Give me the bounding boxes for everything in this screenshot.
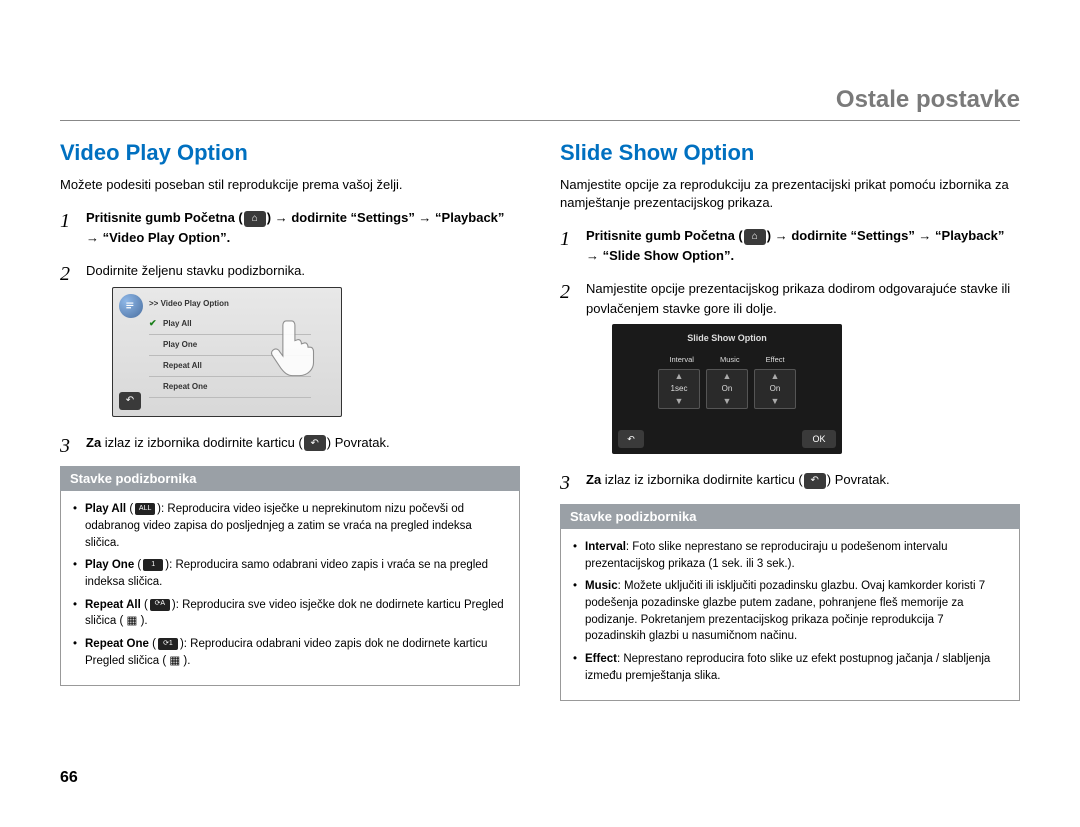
subitem: Music: Možete uključiti ili isključiti p… — [573, 578, 1007, 645]
step3-za: Za — [586, 472, 601, 487]
arrow-up-icon: ▲ — [675, 372, 684, 381]
item-name: Play One — [85, 559, 134, 571]
step-3: Za izlaz iz izbornika dodirnite karticu … — [60, 433, 520, 453]
item-desc: : Možete uključiti ili isključiti pozadi… — [585, 580, 985, 642]
step3-mid: izlaz iz izbornika dodirnite karticu ( — [101, 435, 303, 450]
chapter-title: Ostale postavke — [836, 86, 1020, 114]
step1-mid: gumb Početna ( — [645, 228, 743, 243]
intro-video: Možete podesiti poseban stil reprodukcij… — [60, 176, 520, 194]
step2-text: Namjestite opcije prezentacijskog prikaz… — [586, 281, 1010, 316]
steps-slide: Pritisnite gumb Početna (⌂) → dodirnite … — [560, 226, 1020, 490]
step-2: Namjestite opcije prezentacijskog prikaz… — [560, 279, 1020, 454]
top-rule — [60, 120, 1020, 121]
cell-value: On — [770, 381, 781, 397]
home-icon: ⌂ — [244, 211, 266, 227]
page-number: 66 — [60, 769, 78, 787]
item-desc: : Reproducira sve video isječke dok ne d… — [85, 599, 504, 628]
screenshot-breadcrumb: >> Video Play Option — [149, 298, 229, 310]
repeat-all-icon: ⟳A — [150, 599, 170, 611]
tab-effect: Effect — [766, 354, 785, 365]
arrow-down-icon: ▼ — [771, 397, 780, 406]
subitems-slide: Interval: Foto slike neprestano se repro… — [560, 529, 1020, 701]
arrow-down-icon: ▼ — [723, 397, 732, 406]
step3-za: Za — [86, 435, 101, 450]
tab-interval: Interval — [669, 354, 694, 365]
item-desc: : Neprestano reproducira foto slike uz e… — [585, 653, 990, 682]
arrow-down-icon: ▼ — [675, 397, 684, 406]
step2-text: Dodirnite željenu stavku podizbornika. — [86, 263, 305, 278]
item-name: Effect — [585, 653, 617, 665]
step3-suffix: ) Povratak. — [327, 435, 390, 450]
back-icon: ↶ — [304, 435, 326, 451]
subitem: Repeat All (⟳A): Reproducira sve video i… — [73, 597, 507, 630]
step-3: Za izlaz iz izbornika dodirnite karticu … — [560, 470, 1020, 490]
right-column: Slide Show Option Namjestite opcije za r… — [560, 140, 1020, 701]
home-icon: ⌂ — [744, 229, 766, 245]
tab-music: Music — [720, 354, 740, 365]
steps-video: Pritisnite gumb Početna (⌂) → dodirnite … — [60, 208, 520, 452]
cell-value: On — [722, 381, 733, 397]
cell-interval: ▲ 1sec ▼ — [658, 369, 700, 409]
subhead-video: Stavke podizbornika — [60, 466, 520, 491]
step1-prefix: Pritisnite — [86, 210, 145, 225]
section-title-slide: Slide Show Option — [560, 140, 1020, 166]
subitem: Play One (1): Reproducira samo odabrani … — [73, 557, 507, 590]
step3-mid: izlaz iz izbornika dodirnite karticu ( — [601, 472, 803, 487]
subitem: Effect: Neprestano reproducira foto slik… — [573, 651, 1007, 684]
cell-effect: ▲ On ▼ — [754, 369, 796, 409]
subitem: Repeat One (⟳1): Reproducira odabrani vi… — [73, 636, 507, 669]
screenshot-video-play: >> Video Play Option Play All Play One R… — [112, 287, 342, 417]
item-name: Interval — [585, 541, 626, 553]
screenshot-slide-show: Slide Show Option Interval Music Effect … — [612, 324, 842, 454]
subhead-slide: Stavke podizbornika — [560, 504, 1020, 529]
section-title-video: Video Play Option — [60, 140, 520, 166]
item-desc: : Foto slike neprestano se reproduciraju… — [585, 541, 947, 570]
ok-button: OK — [802, 430, 836, 448]
item-name: Play All — [85, 503, 126, 515]
back-icon: ↶ — [618, 430, 644, 448]
repeat-one-icon: ⟳1 — [158, 638, 178, 650]
arrow-up-icon: ▲ — [723, 372, 732, 381]
step1-prefix: Pritisnite — [586, 228, 645, 243]
step-1: Pritisnite gumb Početna (⌂) → dodirnite … — [60, 208, 520, 247]
subitems-video: Play All (ALL): Reproducira video isječk… — [60, 491, 520, 686]
screenshot-tabs: Interval Music Effect — [612, 354, 842, 365]
step-2: Dodirnite željenu stavku podizbornika. >… — [60, 261, 520, 417]
back-icon: ↶ — [119, 392, 141, 410]
item-name: Repeat One — [85, 638, 149, 650]
step3-suffix: ) Povratak. — [827, 472, 890, 487]
back-icon: ↶ — [804, 473, 826, 489]
mode-icon — [119, 294, 143, 318]
play-all-icon: ALL — [135, 503, 155, 515]
step-1: Pritisnite gumb Početna (⌂) → dodirnite … — [560, 226, 1020, 265]
item-name: Music — [585, 580, 618, 592]
left-column: Video Play Option Možete podesiti poseba… — [60, 140, 520, 701]
arrow-up-icon: ▲ — [771, 372, 780, 381]
screenshot-title: Slide Show Option — [612, 324, 842, 346]
cell-music: ▲ On ▼ — [706, 369, 748, 409]
cell-value: 1sec — [671, 381, 688, 397]
subitem: Interval: Foto slike neprestano se repro… — [573, 539, 1007, 572]
play-one-icon: 1 — [143, 559, 163, 571]
content-columns: Video Play Option Možete podesiti poseba… — [60, 140, 1020, 701]
item-name: Repeat All — [85, 599, 141, 611]
subitem: Play All (ALL): Reproducira video isječk… — [73, 501, 507, 551]
screenshot-cells: ▲ 1sec ▼ ▲ On ▼ ▲ On ▼ — [612, 369, 842, 409]
step1-mid: gumb Početna ( — [145, 210, 243, 225]
intro-slide: Namjestite opcije za reprodukciju za pre… — [560, 176, 1020, 212]
hand-icon — [261, 310, 331, 380]
